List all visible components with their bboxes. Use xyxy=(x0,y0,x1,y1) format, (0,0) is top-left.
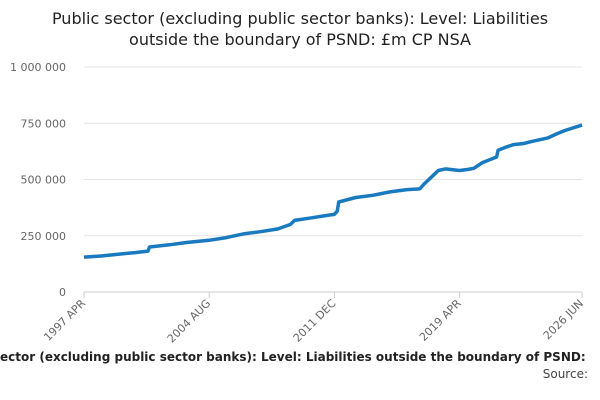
x-tick-label: 1997 APR xyxy=(41,297,88,344)
y-tick-label: 500 000 xyxy=(21,174,67,187)
y-tick-label: 750 000 xyxy=(21,117,67,130)
x-tick-label: 2019 APR xyxy=(417,297,464,344)
data-line xyxy=(83,123,583,259)
x-tick-label: 2011 DEC xyxy=(291,297,339,345)
x-tick-label: 2004 AUG xyxy=(165,297,214,346)
y-tick-label: 1 000 000 xyxy=(10,61,66,74)
footer-title: ector (excluding public sector banks): L… xyxy=(0,350,586,364)
y-tick-label: 250 000 xyxy=(21,230,67,243)
x-tick-label: 2026 JUN xyxy=(541,297,586,342)
chart-title: Public sector (excluding public sector b… xyxy=(51,9,549,49)
y-tick-label: 0 xyxy=(59,286,66,299)
source: Source: xyxy=(542,367,588,381)
